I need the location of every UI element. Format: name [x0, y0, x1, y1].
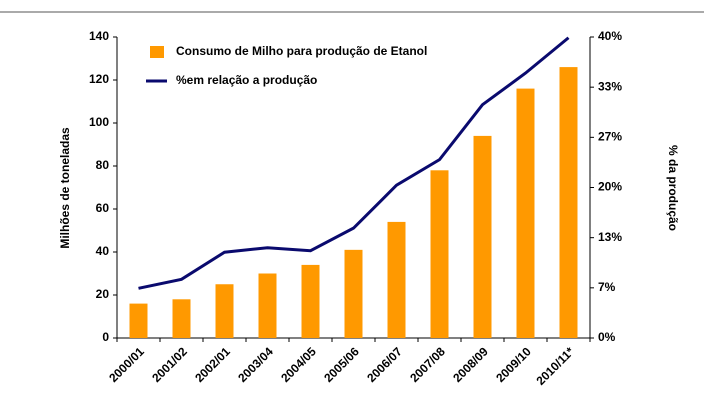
x-tick-label: 2006/07: [364, 344, 405, 385]
y2-tick-label: 33%: [598, 79, 622, 93]
x-tick-label: 2008/09: [450, 344, 491, 385]
y-tick-label: 100: [89, 115, 109, 129]
bar: [215, 284, 234, 338]
line: [138, 36, 570, 290]
x-tick-label: 2003/04: [235, 344, 276, 385]
bar: [301, 264, 320, 338]
y2-tick-label: 7%: [598, 280, 616, 294]
y-tick-label: 140: [89, 29, 109, 43]
bar: [516, 88, 535, 338]
y2-tick-label: 13%: [598, 230, 622, 244]
legend-label: %em relação a produção: [176, 73, 317, 87]
bar: [387, 221, 406, 338]
bar: [559, 67, 578, 338]
x-tick-label: 2000/01: [106, 344, 147, 385]
legend-label: Consumo de Milho para produção de Etanol: [176, 44, 427, 58]
y2-tick-label: 40%: [598, 29, 622, 43]
x-tick-label: 2005/06: [321, 344, 362, 385]
y-tick-label: 120: [89, 72, 109, 86]
x-tick-label: 2010/11*: [533, 344, 577, 388]
y-tick-label: 80: [96, 158, 110, 172]
x-tick-label: 2002/01: [192, 344, 233, 385]
bar: [430, 170, 449, 338]
y-tick-label: 20: [96, 287, 110, 301]
bar: [258, 273, 277, 338]
y2-tick-label: 0%: [598, 330, 616, 344]
bar: [172, 299, 191, 338]
y-tick-label: 60: [96, 201, 110, 215]
bar: [473, 135, 492, 338]
bar: [344, 249, 363, 338]
bar: [129, 303, 148, 338]
y2-tick-label: 27%: [598, 130, 622, 144]
y-axis-label: Milhões de toneladas: [58, 127, 72, 249]
x-tick-label: 2004/05: [278, 344, 319, 385]
x-tick-label: 2001/02: [149, 344, 190, 385]
x-tick-label: 2009/10: [493, 344, 534, 385]
y-tick-label: 40: [96, 244, 110, 258]
y2-axis-label: % da produção: [666, 145, 680, 231]
y2-tick-label: 20%: [598, 180, 622, 194]
x-tick-label: 2007/08: [407, 344, 448, 385]
y-tick-label: 0: [102, 330, 109, 344]
legend-swatch: [150, 46, 164, 58]
